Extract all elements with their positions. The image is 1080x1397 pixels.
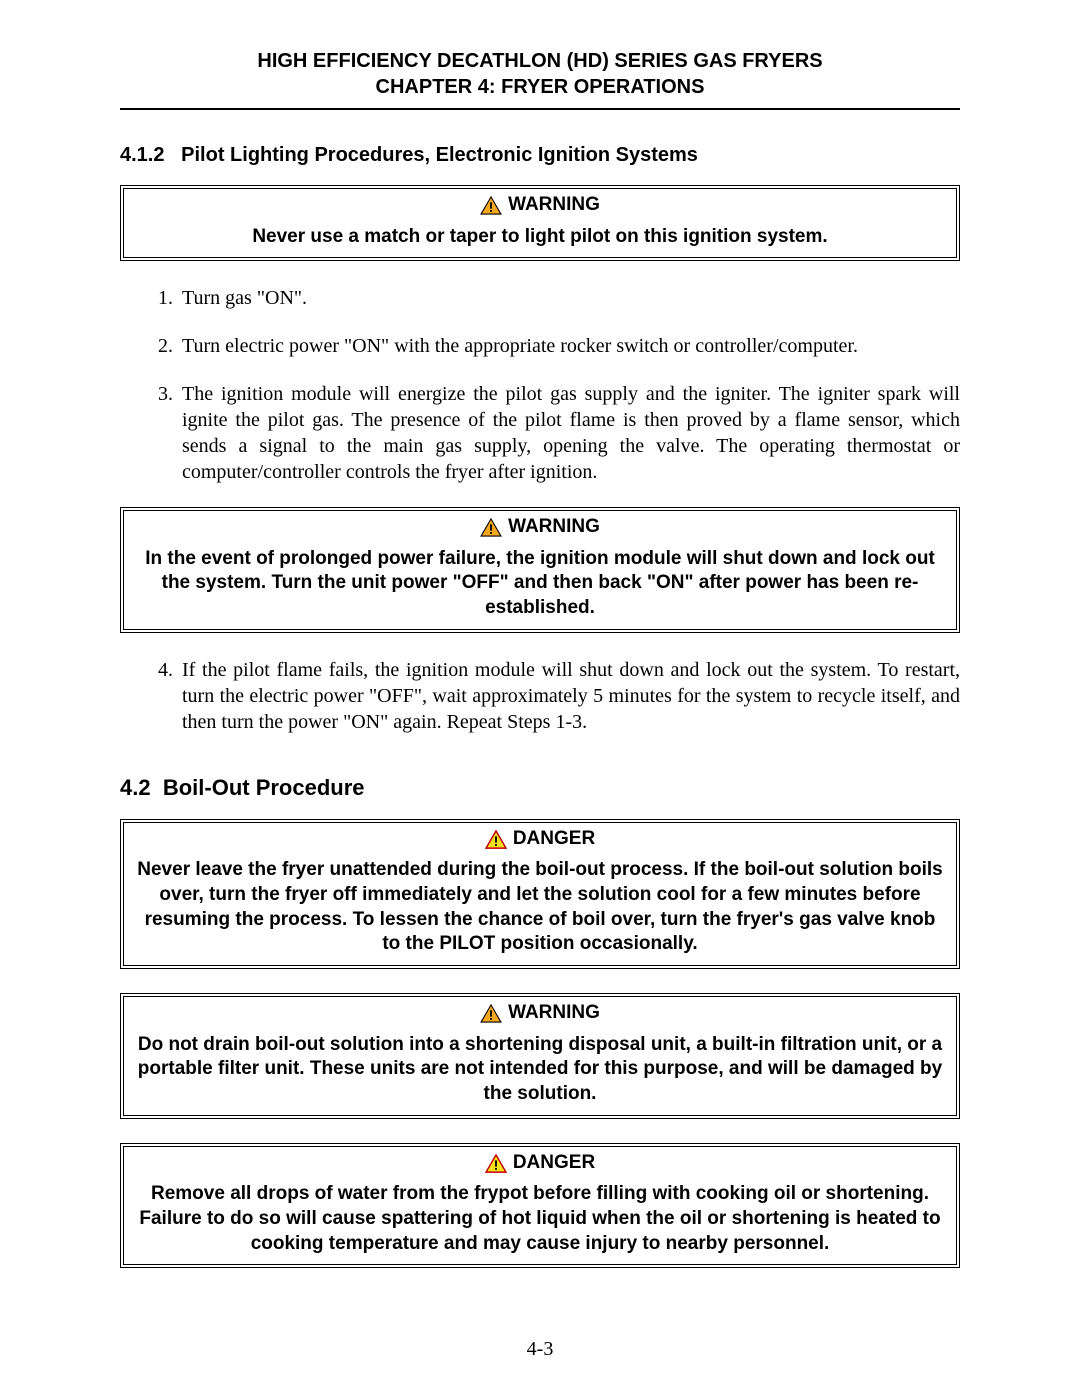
warning-3-title: WARNING [480,1001,600,1026]
danger-box-1: DANGER Never leave the fryer unattended … [120,819,960,969]
danger-1-title: DANGER [485,827,595,852]
steps-list-b: If the pilot flame fails, the ignition m… [120,657,960,735]
danger-2-body: Remove all drops of water from the frypo… [134,1182,946,1256]
warning-3-kind: WARNING [508,1001,600,1026]
warning-box-3: WARNING Do not drain boil-out solution i… [120,993,960,1119]
step-3: The ignition module will energize the pi… [178,381,960,485]
danger-2-kind: DANGER [513,1151,595,1176]
danger-2-title: DANGER [485,1151,595,1176]
header-rule [120,108,960,110]
step-1: Turn gas "ON". [178,285,960,311]
page-header: HIGH EFFICIENCY DECATHLON (HD) SERIES GA… [120,48,960,100]
section-42-heading: 4.2 Boil-Out Procedure [120,775,960,801]
danger-box-2: DANGER Remove all drops of water from th… [120,1143,960,1269]
warning-box-2: WARNING In the event of prolonged power … [120,507,960,633]
header-line-2: CHAPTER 4: FRYER OPERATIONS [120,74,960,100]
section-412-heading: 4.1.2 Pilot Lighting Procedures, Electro… [120,144,960,167]
warning-triangle-icon [480,1004,502,1023]
danger-triangle-icon [485,830,507,849]
warning-3-body: Do not drain boil-out solution into a sh… [134,1033,946,1107]
warning-1-body: Never use a match or taper to light pilo… [134,225,946,250]
warning-2-body: In the event of prolonged power failure,… [134,547,946,621]
step-2: Turn electric power "ON" with the approp… [178,333,960,359]
warning-2-kind: WARNING [508,515,600,540]
warning-1-kind: WARNING [508,193,600,218]
warning-2-title: WARNING [480,515,600,540]
warning-triangle-icon [480,518,502,537]
section-42-title: Boil-Out Procedure [163,775,365,800]
step-4: If the pilot flame fails, the ignition m… [178,657,960,735]
warning-triangle-icon [480,196,502,215]
section-412-number: 4.1.2 [120,144,164,166]
danger-1-body: Never leave the fryer unattended during … [134,858,946,957]
warning-1-title: WARNING [480,193,600,218]
warning-box-1: WARNING Never use a match or taper to li… [120,185,960,261]
section-42-number: 4.2 [120,775,151,800]
danger-triangle-icon [485,1154,507,1173]
steps-list-a: Turn gas "ON". Turn electric power "ON" … [120,285,960,485]
section-412-title: Pilot Lighting Procedures, Electronic Ig… [181,144,698,166]
header-line-1: HIGH EFFICIENCY DECATHLON (HD) SERIES GA… [120,48,960,74]
page-number: 4-3 [0,1338,1080,1361]
danger-1-kind: DANGER [513,827,595,852]
